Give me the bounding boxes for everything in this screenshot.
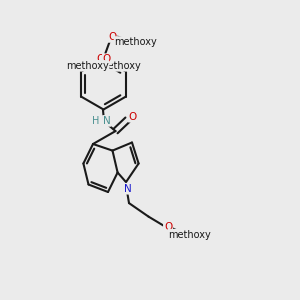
Text: methoxy: methoxy (115, 37, 157, 47)
Text: O: O (108, 32, 117, 42)
Text: O: O (129, 112, 137, 122)
Text: methoxy: methoxy (168, 230, 211, 240)
Text: methoxy: methoxy (98, 61, 141, 71)
Text: O: O (103, 54, 111, 64)
Text: O: O (164, 222, 172, 232)
Text: N: N (103, 116, 111, 126)
Text: N: N (124, 184, 131, 194)
Text: O: O (96, 54, 104, 64)
Text: H: H (92, 116, 99, 126)
Text: methoxy: methoxy (66, 61, 109, 71)
